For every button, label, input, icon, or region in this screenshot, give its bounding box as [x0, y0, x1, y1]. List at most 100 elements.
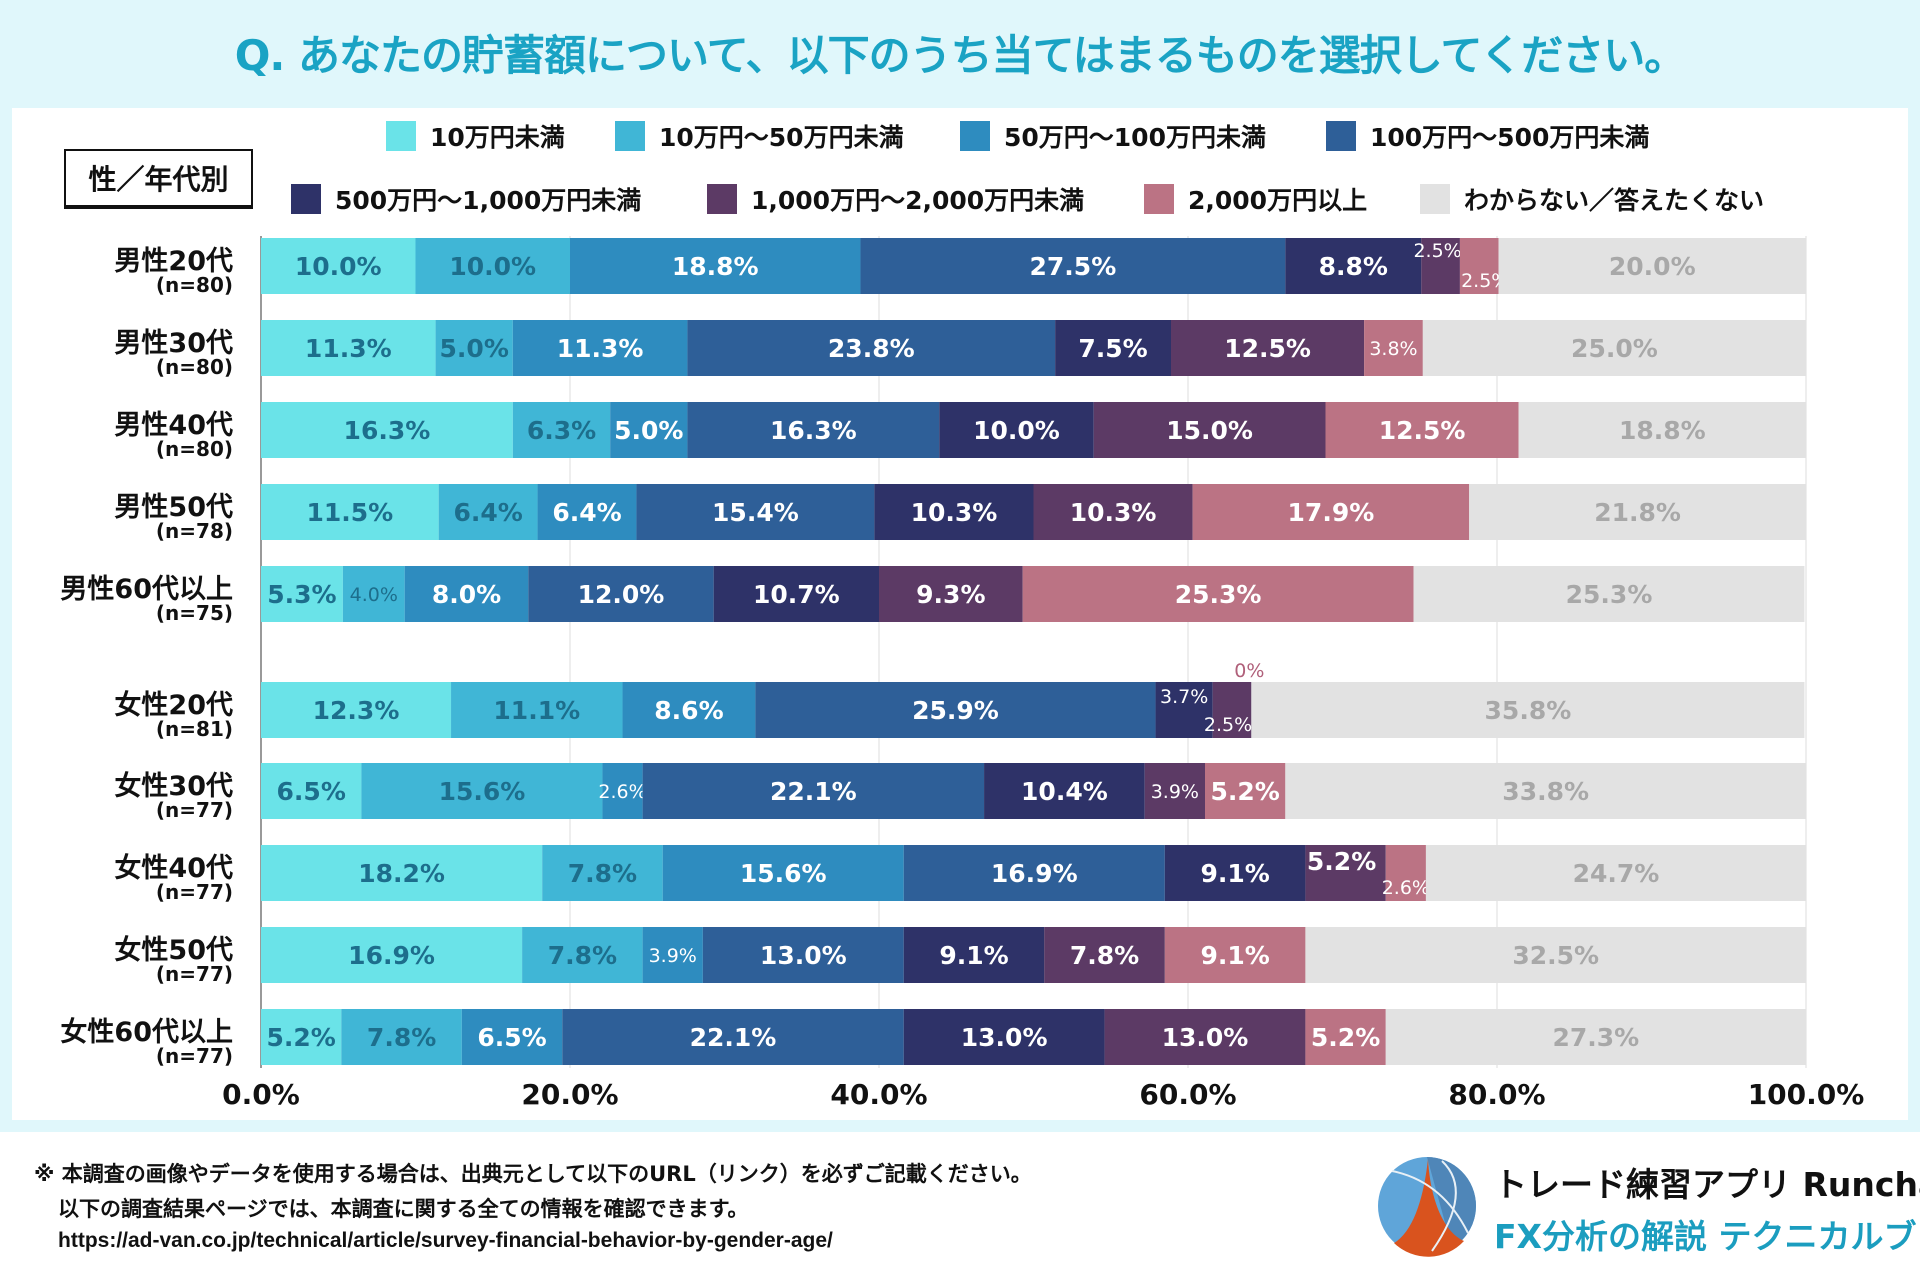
data-label: 33.8%: [1502, 777, 1589, 806]
bar-segment: [903, 845, 1165, 901]
footer-note-2: 以下の調査結果ページでは、本調査に関する全ての情報を確認できます。: [58, 1197, 749, 1221]
data-label: 13.0%: [1162, 1023, 1249, 1052]
bar-segment: [1044, 927, 1165, 983]
data-label: 25.9%: [912, 696, 999, 725]
row-n-label: (n=77): [156, 798, 233, 822]
data-label: 17.9%: [1288, 498, 1375, 527]
data-label: 2.5%: [1461, 270, 1509, 292]
legend-label: 10万円～50万円未満: [659, 123, 904, 152]
bar-segment: [1305, 1009, 1386, 1065]
header-band: [0, 0, 1920, 108]
data-label: 13.0%: [760, 941, 847, 970]
row-label: 男性40代: [114, 410, 233, 441]
data-label: 10.0%: [295, 252, 382, 281]
row-n-label: (n=80): [156, 437, 233, 461]
data-label: 6.5%: [477, 1023, 546, 1052]
row-n-label: (n=75): [156, 601, 233, 625]
bar-segment: [755, 682, 1156, 738]
data-label: 11.3%: [305, 334, 392, 363]
x-tick-label: 40.0%: [830, 1078, 927, 1111]
bar-segment: [602, 763, 643, 819]
bar-segment: [451, 682, 623, 738]
legend-item: 100万円～500万円未満: [1326, 118, 1649, 154]
data-label: 0%: [1234, 660, 1264, 682]
bar-segment: [261, 763, 362, 819]
bar-segment: [438, 484, 538, 540]
bar-segment: [1164, 845, 1306, 901]
bar-segment: [1285, 238, 1422, 294]
data-label: 10.3%: [911, 498, 998, 527]
data-label: 8.8%: [1319, 252, 1388, 281]
data-label: 5.2%: [1210, 777, 1279, 806]
bar-segment: [687, 320, 1056, 376]
bar-segment: [642, 763, 985, 819]
data-label: 23.8%: [828, 334, 915, 363]
bar-segment: [860, 238, 1286, 294]
bar-segment: [461, 1009, 563, 1065]
data-label: 5.2%: [266, 1023, 335, 1052]
data-label: 9.3%: [916, 580, 985, 609]
data-label: 9.1%: [1200, 941, 1269, 970]
bar-segment: [903, 927, 1045, 983]
legend-label: 50万円～100万円未満: [1004, 123, 1266, 152]
bar-segment: [1305, 845, 1386, 901]
bar-segment: [415, 238, 570, 294]
data-label: 22.1%: [690, 1023, 777, 1052]
data-label: 20.0%: [1609, 252, 1696, 281]
bar-segment: [542, 845, 663, 901]
legend-swatch: [615, 121, 645, 151]
legend-swatch: [1420, 184, 1450, 214]
bar-segment: [1285, 763, 1806, 819]
legend-label: 500万円～1,000万円未満: [335, 186, 642, 215]
bar-segment: [512, 402, 611, 458]
row-label: 女性20代: [114, 689, 233, 721]
bar-segment: [874, 484, 1034, 540]
row-label: 女性40代: [114, 852, 233, 884]
data-label: 16.3%: [770, 416, 857, 445]
x-tick-label: 0.0%: [222, 1078, 300, 1111]
bar-segment: [642, 927, 703, 983]
bar-segment: [1385, 845, 1426, 901]
bar-segment: [261, 320, 436, 376]
bar-segment: [903, 1009, 1105, 1065]
bar-segment: [341, 1009, 462, 1065]
row-label: 男性60代以上: [60, 574, 233, 605]
data-label: 18.8%: [1619, 416, 1706, 445]
row-n-label: (n=81): [156, 717, 233, 741]
bar-segment: [1413, 566, 1805, 622]
data-label: 2.5%: [1204, 714, 1252, 736]
row-label: 女性60代以上: [60, 1016, 233, 1048]
bar-segment: [713, 566, 879, 622]
footer-url-link[interactable]: https://ad-van.co.jp/technical/article/s…: [58, 1229, 833, 1252]
bar-segment: [1325, 402, 1519, 458]
legend-swatch: [386, 121, 416, 151]
data-label: 2.6%: [1382, 877, 1430, 899]
legend-label: 10万円未満: [430, 123, 565, 152]
legend-item: 2,000万円以上: [1144, 181, 1367, 217]
data-label: 11.5%: [306, 498, 393, 527]
bar-segment: [528, 566, 714, 622]
bar-segment: [261, 484, 439, 540]
row-n-label: (n=77): [156, 1044, 233, 1068]
x-tick-label: 20.0%: [521, 1078, 618, 1111]
row-n-label: (n=80): [156, 355, 233, 379]
bar-segment: [687, 402, 940, 458]
bar-segment: [522, 927, 643, 983]
data-label: 10.3%: [1070, 498, 1157, 527]
bar-segment: [622, 682, 756, 738]
data-label: 9.1%: [939, 941, 1008, 970]
data-label: 10.0%: [449, 252, 536, 281]
data-label: 16.9%: [348, 941, 435, 970]
bar-segment: [1104, 1009, 1306, 1065]
data-label: 27.5%: [1030, 252, 1117, 281]
bar-segment: [261, 682, 452, 738]
data-label: 3.8%: [1369, 338, 1417, 360]
bar-segment: [261, 1009, 342, 1065]
legend-item: 10万円未満: [386, 118, 565, 154]
bar-segment: [435, 320, 513, 376]
bar-segment: [1022, 566, 1414, 622]
data-label: 3.9%: [1151, 781, 1199, 803]
data-label: 24.7%: [1573, 859, 1660, 888]
data-label: 22.1%: [770, 777, 857, 806]
legend-item: 50万円～100万円未満: [960, 118, 1266, 154]
